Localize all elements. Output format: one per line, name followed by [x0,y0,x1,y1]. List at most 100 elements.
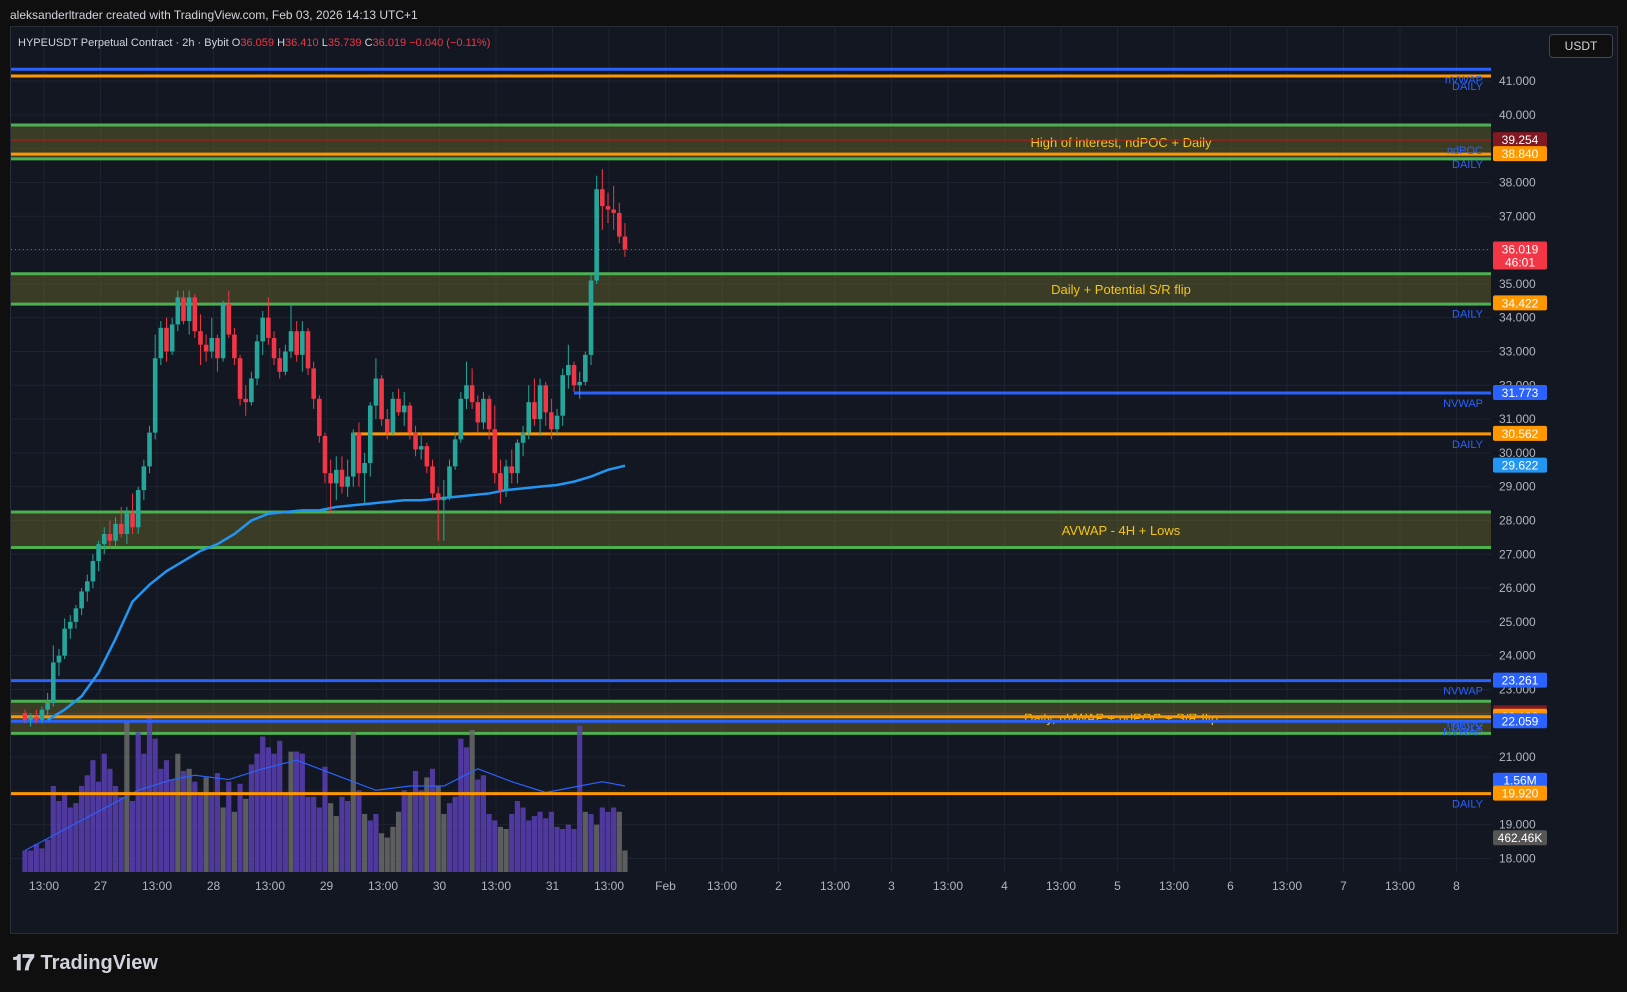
candles [22,168,628,727]
y-tick-label: 28.000 [1499,513,1536,527]
volume-bar [107,768,113,872]
x-tick-label: 3 [888,879,895,893]
volume-bar [350,732,356,872]
chart-frame[interactable]: High of interest, ndPOC + Daily Daily + P… [10,26,1618,934]
y-tick-label: 29.000 [1499,480,1536,494]
x-tick-label: 4 [1001,879,1008,893]
volume-bar [384,837,390,872]
y-tick-label: 34.000 [1499,311,1536,325]
candle-body [311,368,316,399]
currency-button[interactable]: USDT [1549,34,1613,58]
volume-bar [197,792,204,872]
volume-bar [503,829,509,872]
x-tick-label: 13:00 [707,879,737,893]
candle-body [577,381,582,386]
candle-body [396,398,401,413]
x-tick-label: 29 [320,879,334,893]
candle-body [588,280,594,355]
levels [11,67,1491,796]
volume-bar [39,848,45,872]
candle-body [373,378,379,406]
candle-body [424,446,430,467]
candle-body [407,405,413,433]
candle-body [164,327,169,352]
volume-bar [192,781,198,872]
candle-body [271,337,277,359]
price-chart[interactable]: High of interest, ndPOC + Daily Daily + P… [11,27,1617,933]
volume-bar [254,753,260,872]
legend-low: 35.739 [327,37,362,49]
legend-symbol: HYPEUSDT Perpetual Contract · 2h · Bybit [18,37,229,49]
candle-body [328,473,333,484]
volume-bar [67,807,73,872]
price-tag-label: 1.56M [1503,774,1536,788]
price-tag-label: 462.46K [1498,831,1543,845]
candle-body [232,334,237,359]
candle-body [509,466,515,474]
volume-bar [480,775,487,872]
candle-body [345,476,350,487]
volume-bar [554,826,560,872]
volume-bar [509,813,515,872]
x-tick-label: 5 [1114,879,1121,893]
y-tick-label: 18.000 [1499,851,1536,865]
candle-body [266,317,271,338]
candle-body [594,189,599,281]
tradingview-brand: TradingView [40,951,158,974]
candle-body [526,402,532,433]
candle-body [294,331,299,355]
volume-bar [288,751,294,872]
volume-bar [412,770,419,872]
candle-body [492,429,498,474]
candle-body [571,365,577,386]
volume-bar [373,813,379,872]
tradingview-logo: 𝟏𝟕 TradingView [12,950,158,976]
candle-body [350,432,356,477]
candle-body [45,703,50,710]
candle-body [277,358,282,372]
candle-body [96,544,101,562]
candle-body [51,662,56,703]
candle-body [520,432,526,443]
volume-bar [79,786,85,872]
legend-l-label: L [321,37,328,49]
x-tick-label: 13:00 [1046,879,1076,893]
volume-bar [531,816,537,872]
volume-bar [135,732,141,872]
candle-body [362,463,367,474]
volume-bar [339,796,345,872]
candle-body [62,628,67,656]
volume-bar [73,803,79,872]
volume-bar [560,829,566,872]
candle-body [605,206,611,210]
candle-body [300,331,305,355]
candle-body [209,337,215,352]
volume-bar [390,826,396,872]
volume-bar [401,790,407,872]
volume-bar [163,760,170,872]
volume-bar [152,738,158,872]
candle-body [537,385,543,420]
volume-bar [112,786,119,872]
x-tick-label: 13:00 [1272,879,1302,893]
volume-bar [599,807,605,872]
candle-body [305,331,311,369]
candle-body [560,375,565,416]
volume-bar [362,813,368,872]
y-tick-label: 24.000 [1499,649,1536,663]
candle-body [67,621,73,629]
price-axis: 18.00019.00020.00021.00022.00023.00024.0… [1491,27,1617,933]
x-tick-label: 27 [94,879,108,893]
volume-bar [260,736,266,872]
price-tag-label: 39.254 [1502,133,1539,147]
volume-bar [282,792,288,872]
level-label: DAILY [1452,81,1484,93]
volume-bar [141,753,147,872]
candle-body [379,378,384,420]
level-label: NVWAP [1443,398,1483,410]
y-tick-label: 30.000 [1499,446,1536,460]
candle-body [367,405,373,464]
x-tick-label: 13:00 [255,879,285,893]
volume-bar [333,816,339,872]
candle-body [452,439,458,467]
